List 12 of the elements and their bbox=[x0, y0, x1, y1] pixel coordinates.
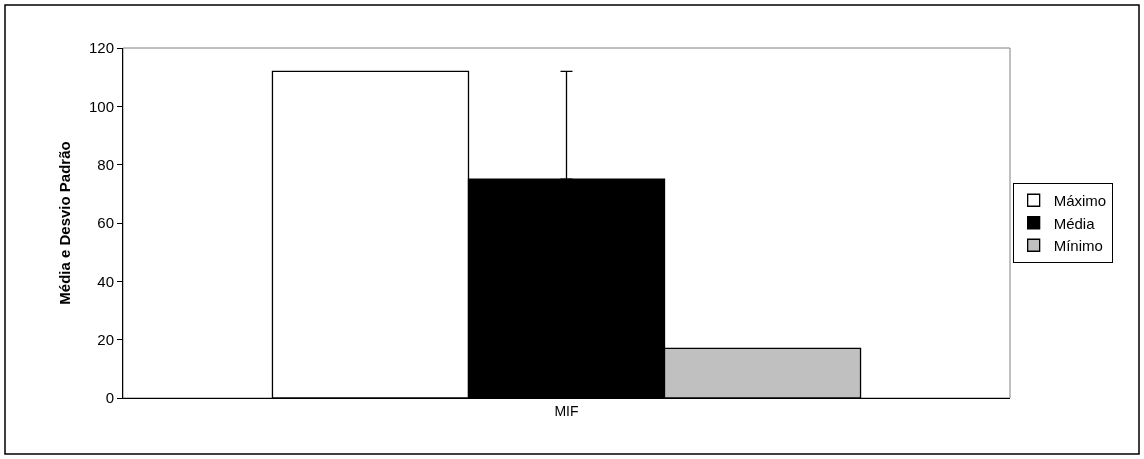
legend-label: Média bbox=[1053, 214, 1096, 232]
y-tick-label: 0 bbox=[105, 389, 114, 407]
y-axis-title: Média e Desvio Padrão bbox=[56, 141, 74, 305]
legend-label: Máximo bbox=[1053, 192, 1107, 210]
y-tick-label: 40 bbox=[97, 272, 114, 290]
legend-label: Mínimo bbox=[1053, 237, 1103, 255]
x-tick-label: MIF bbox=[554, 402, 579, 419]
y-tick-label: 80 bbox=[97, 155, 114, 173]
y-tick-label: 120 bbox=[88, 39, 114, 57]
y-tick-label: 60 bbox=[97, 214, 114, 232]
y-tick-label: 100 bbox=[88, 97, 114, 115]
y-tick-label: 20 bbox=[97, 330, 114, 348]
